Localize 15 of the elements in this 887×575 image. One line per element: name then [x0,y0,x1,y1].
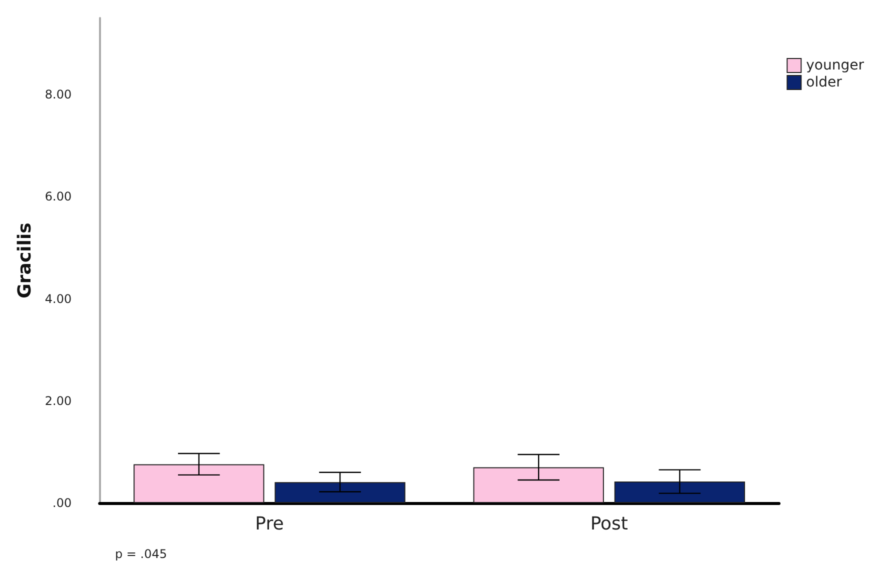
legend-label: younger [806,58,864,74]
bar [274,482,406,503]
bar [473,467,604,503]
y-tick-label: 4.00 [44,292,72,306]
y-tick-label: 6.00 [44,190,72,204]
x-tick-label: Pre [255,514,284,534]
y-tick-label: .00 [52,496,72,510]
bar [134,464,264,503]
text: p = .045 [115,546,168,562]
y-tick-label: 8.00 [44,88,72,102]
y-axis-title: Gracilis [14,222,36,298]
bar [614,482,746,503]
x-tick-label: Post [590,514,628,534]
legend-label: older [806,74,842,90]
y-tick-label: 2.00 [44,394,72,408]
